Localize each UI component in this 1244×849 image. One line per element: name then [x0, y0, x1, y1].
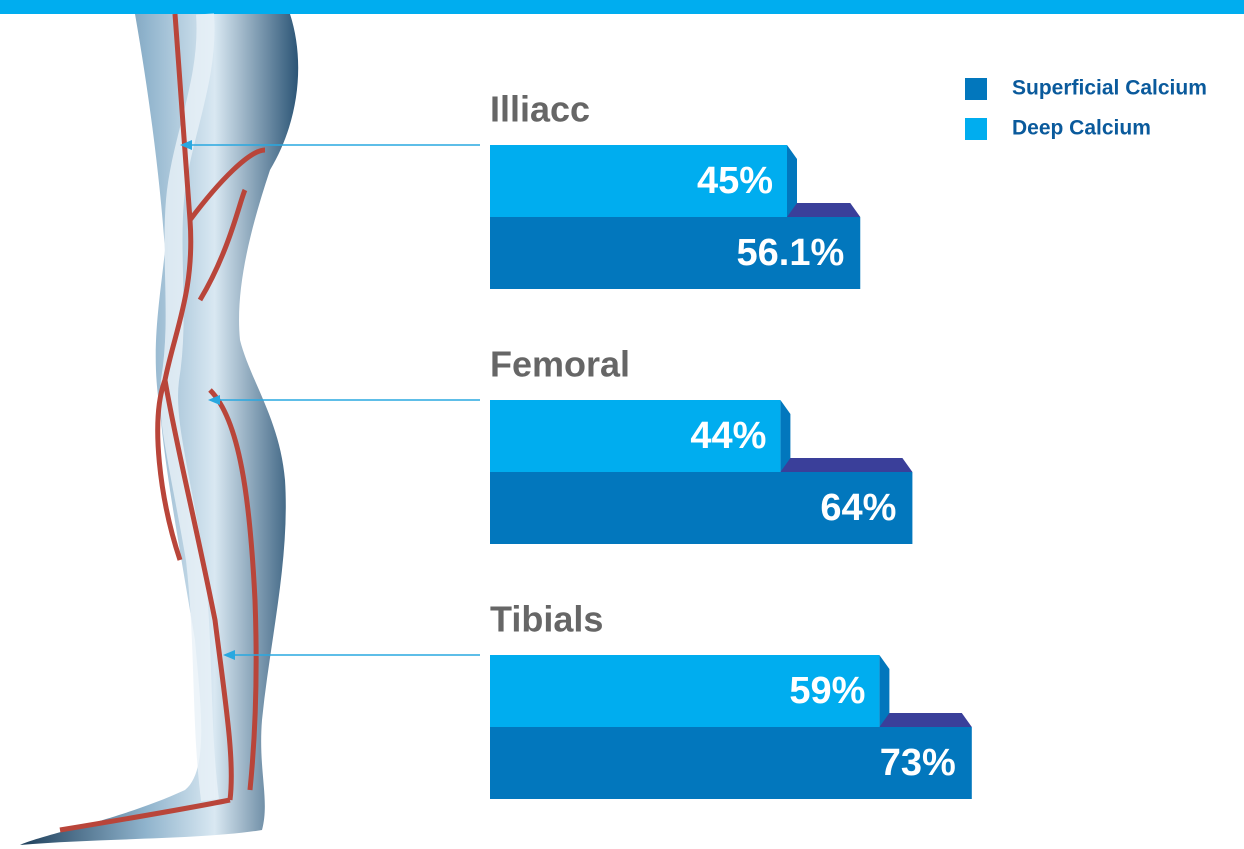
- value-label: 64%: [820, 487, 896, 529]
- value-label: 44%: [690, 415, 766, 457]
- bar: [490, 400, 781, 472]
- legend-label: Superficial Calcium: [1012, 77, 1207, 100]
- bar: [490, 472, 913, 544]
- bar-top: [780, 458, 913, 472]
- bar-top: [787, 203, 861, 217]
- bar: [490, 217, 861, 289]
- bar: [490, 145, 787, 217]
- category-label: Femoral: [490, 344, 630, 385]
- value-label: 56.1%: [737, 232, 845, 274]
- bar: [490, 727, 972, 799]
- value-label: 73%: [880, 742, 956, 784]
- category-label: Illiacc: [490, 89, 590, 130]
- category-label: Tibials: [490, 599, 603, 640]
- bar-side: [879, 655, 890, 727]
- leg-illustration: [20, 13, 299, 845]
- legend-swatch: [965, 118, 987, 140]
- top-band: [0, 0, 1244, 14]
- legend-swatch: [965, 78, 987, 100]
- connectors: [180, 140, 480, 660]
- bar: [490, 655, 880, 727]
- bar-side: [780, 400, 791, 472]
- value-label: 59%: [789, 670, 865, 712]
- bar-side: [787, 145, 797, 217]
- legend-label: Deep Calcium: [1012, 117, 1151, 140]
- bar-top: [879, 713, 972, 727]
- value-label: 45%: [697, 160, 773, 202]
